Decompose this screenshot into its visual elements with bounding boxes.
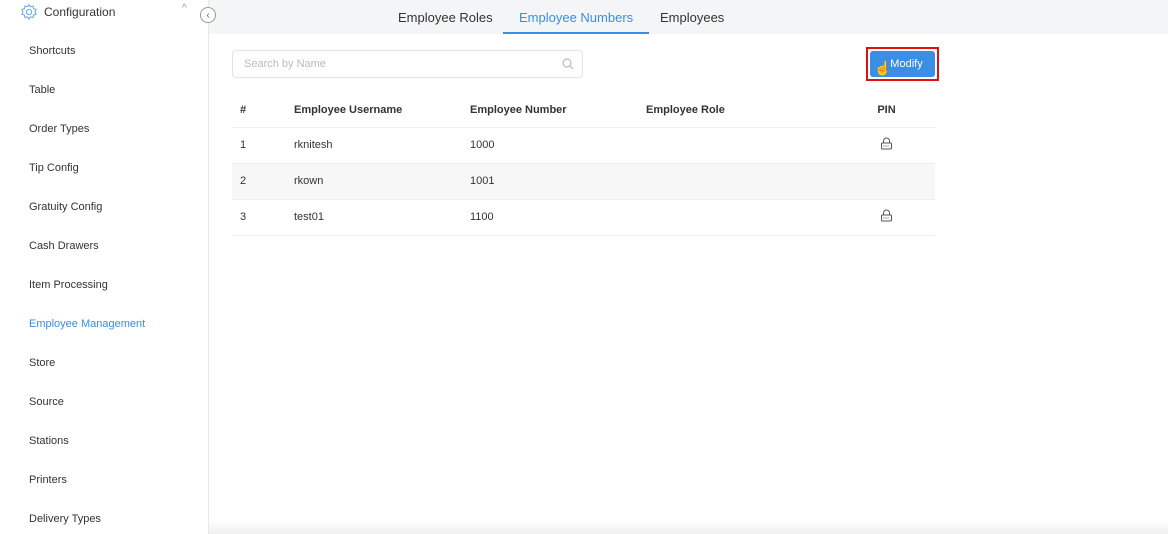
sidebar-item-item-processing[interactable]: Item Processing xyxy=(29,279,108,291)
cell-index: 2 xyxy=(232,163,286,200)
sidebar-item-tip-config[interactable]: Tip Config xyxy=(29,162,79,174)
employee-numbers-table: # Employee Username Employee Number Empl… xyxy=(232,93,935,236)
sidebar-item-gratuity-config[interactable]: Gratuity Config xyxy=(29,201,103,213)
configuration-section[interactable]: Configuration xyxy=(20,3,115,21)
tab-employee-numbers[interactable]: Employee Numbers xyxy=(503,0,650,34)
chevron-up-icon[interactable]: ^ xyxy=(182,3,187,14)
sidebar-item-stations[interactable]: Stations xyxy=(29,435,69,447)
chevron-left-icon: ‹ xyxy=(206,9,210,21)
lock-icon xyxy=(880,209,893,225)
cell-number: 1001 xyxy=(462,163,638,200)
lock-icon xyxy=(880,137,893,153)
table-row[interactable]: 3 test01 1100 xyxy=(232,199,935,236)
sidebar-item-cash-drawers[interactable]: Cash Drawers xyxy=(29,240,99,252)
tab-employee-roles[interactable]: Employee Roles xyxy=(398,10,493,25)
cell-pin xyxy=(838,163,935,200)
modify-label: Modify xyxy=(890,58,923,70)
col-index: # xyxy=(232,93,286,128)
sidebar: Configuration ^ Shortcuts Table Order Type… xyxy=(0,0,209,534)
cell-role xyxy=(638,127,838,164)
sidebar-item-delivery-types[interactable]: Delivery Types xyxy=(29,513,101,525)
cell-number: 1100 xyxy=(462,199,638,236)
highlight-box xyxy=(866,47,939,81)
cell-number: 1000 xyxy=(462,127,638,164)
cell-pin xyxy=(838,127,935,164)
hand-cursor-icon: ☝ xyxy=(874,60,892,76)
search-input[interactable]: Search by Name xyxy=(232,50,583,78)
sidebar-item-source[interactable]: Source xyxy=(29,396,64,408)
modify-button[interactable]: Modify xyxy=(870,51,935,77)
sidebar-item-table[interactable]: Table xyxy=(29,84,56,96)
tab-bar: Employee Roles Employee Numbers Employee… xyxy=(209,0,1168,34)
cell-username: test01 xyxy=(286,199,462,236)
tab-employees[interactable]: Employees xyxy=(660,10,725,25)
collapse-sidebar-button[interactable]: ‹ xyxy=(200,7,216,23)
search-placeholder: Search by Name xyxy=(244,58,326,70)
sidebar-item-shortcuts[interactable]: Shortcuts xyxy=(29,45,76,57)
table-row[interactable]: 2 rkown 1001 xyxy=(232,163,935,200)
search-icon xyxy=(562,58,574,70)
sidebar-item-store[interactable]: Store xyxy=(29,357,56,369)
cell-index: 3 xyxy=(232,199,286,236)
sidebar-item-employee-management[interactable]: Employee Management xyxy=(29,318,146,330)
col-username: Employee Username xyxy=(286,93,462,128)
cell-index: 1 xyxy=(232,127,286,164)
table-header-row: # Employee Username Employee Number Empl… xyxy=(232,93,935,128)
col-number: Employee Number xyxy=(462,93,638,128)
configuration-title: Configuration xyxy=(44,5,116,19)
cell-role xyxy=(638,199,838,236)
cell-username: rknitesh xyxy=(286,127,462,164)
sidebar-item-printers[interactable]: Printers xyxy=(29,474,67,486)
table-row[interactable]: 1 rknitesh 1000 xyxy=(232,127,935,164)
cell-pin xyxy=(838,199,935,236)
cell-username: rkown xyxy=(286,163,462,200)
gear-icon xyxy=(21,3,37,21)
cell-role xyxy=(638,163,838,200)
sidebar-item-order-types[interactable]: Order Types xyxy=(29,123,90,135)
bottom-shadow xyxy=(209,520,1168,534)
col-pin: PIN xyxy=(838,93,935,128)
col-role: Employee Role xyxy=(638,93,838,128)
